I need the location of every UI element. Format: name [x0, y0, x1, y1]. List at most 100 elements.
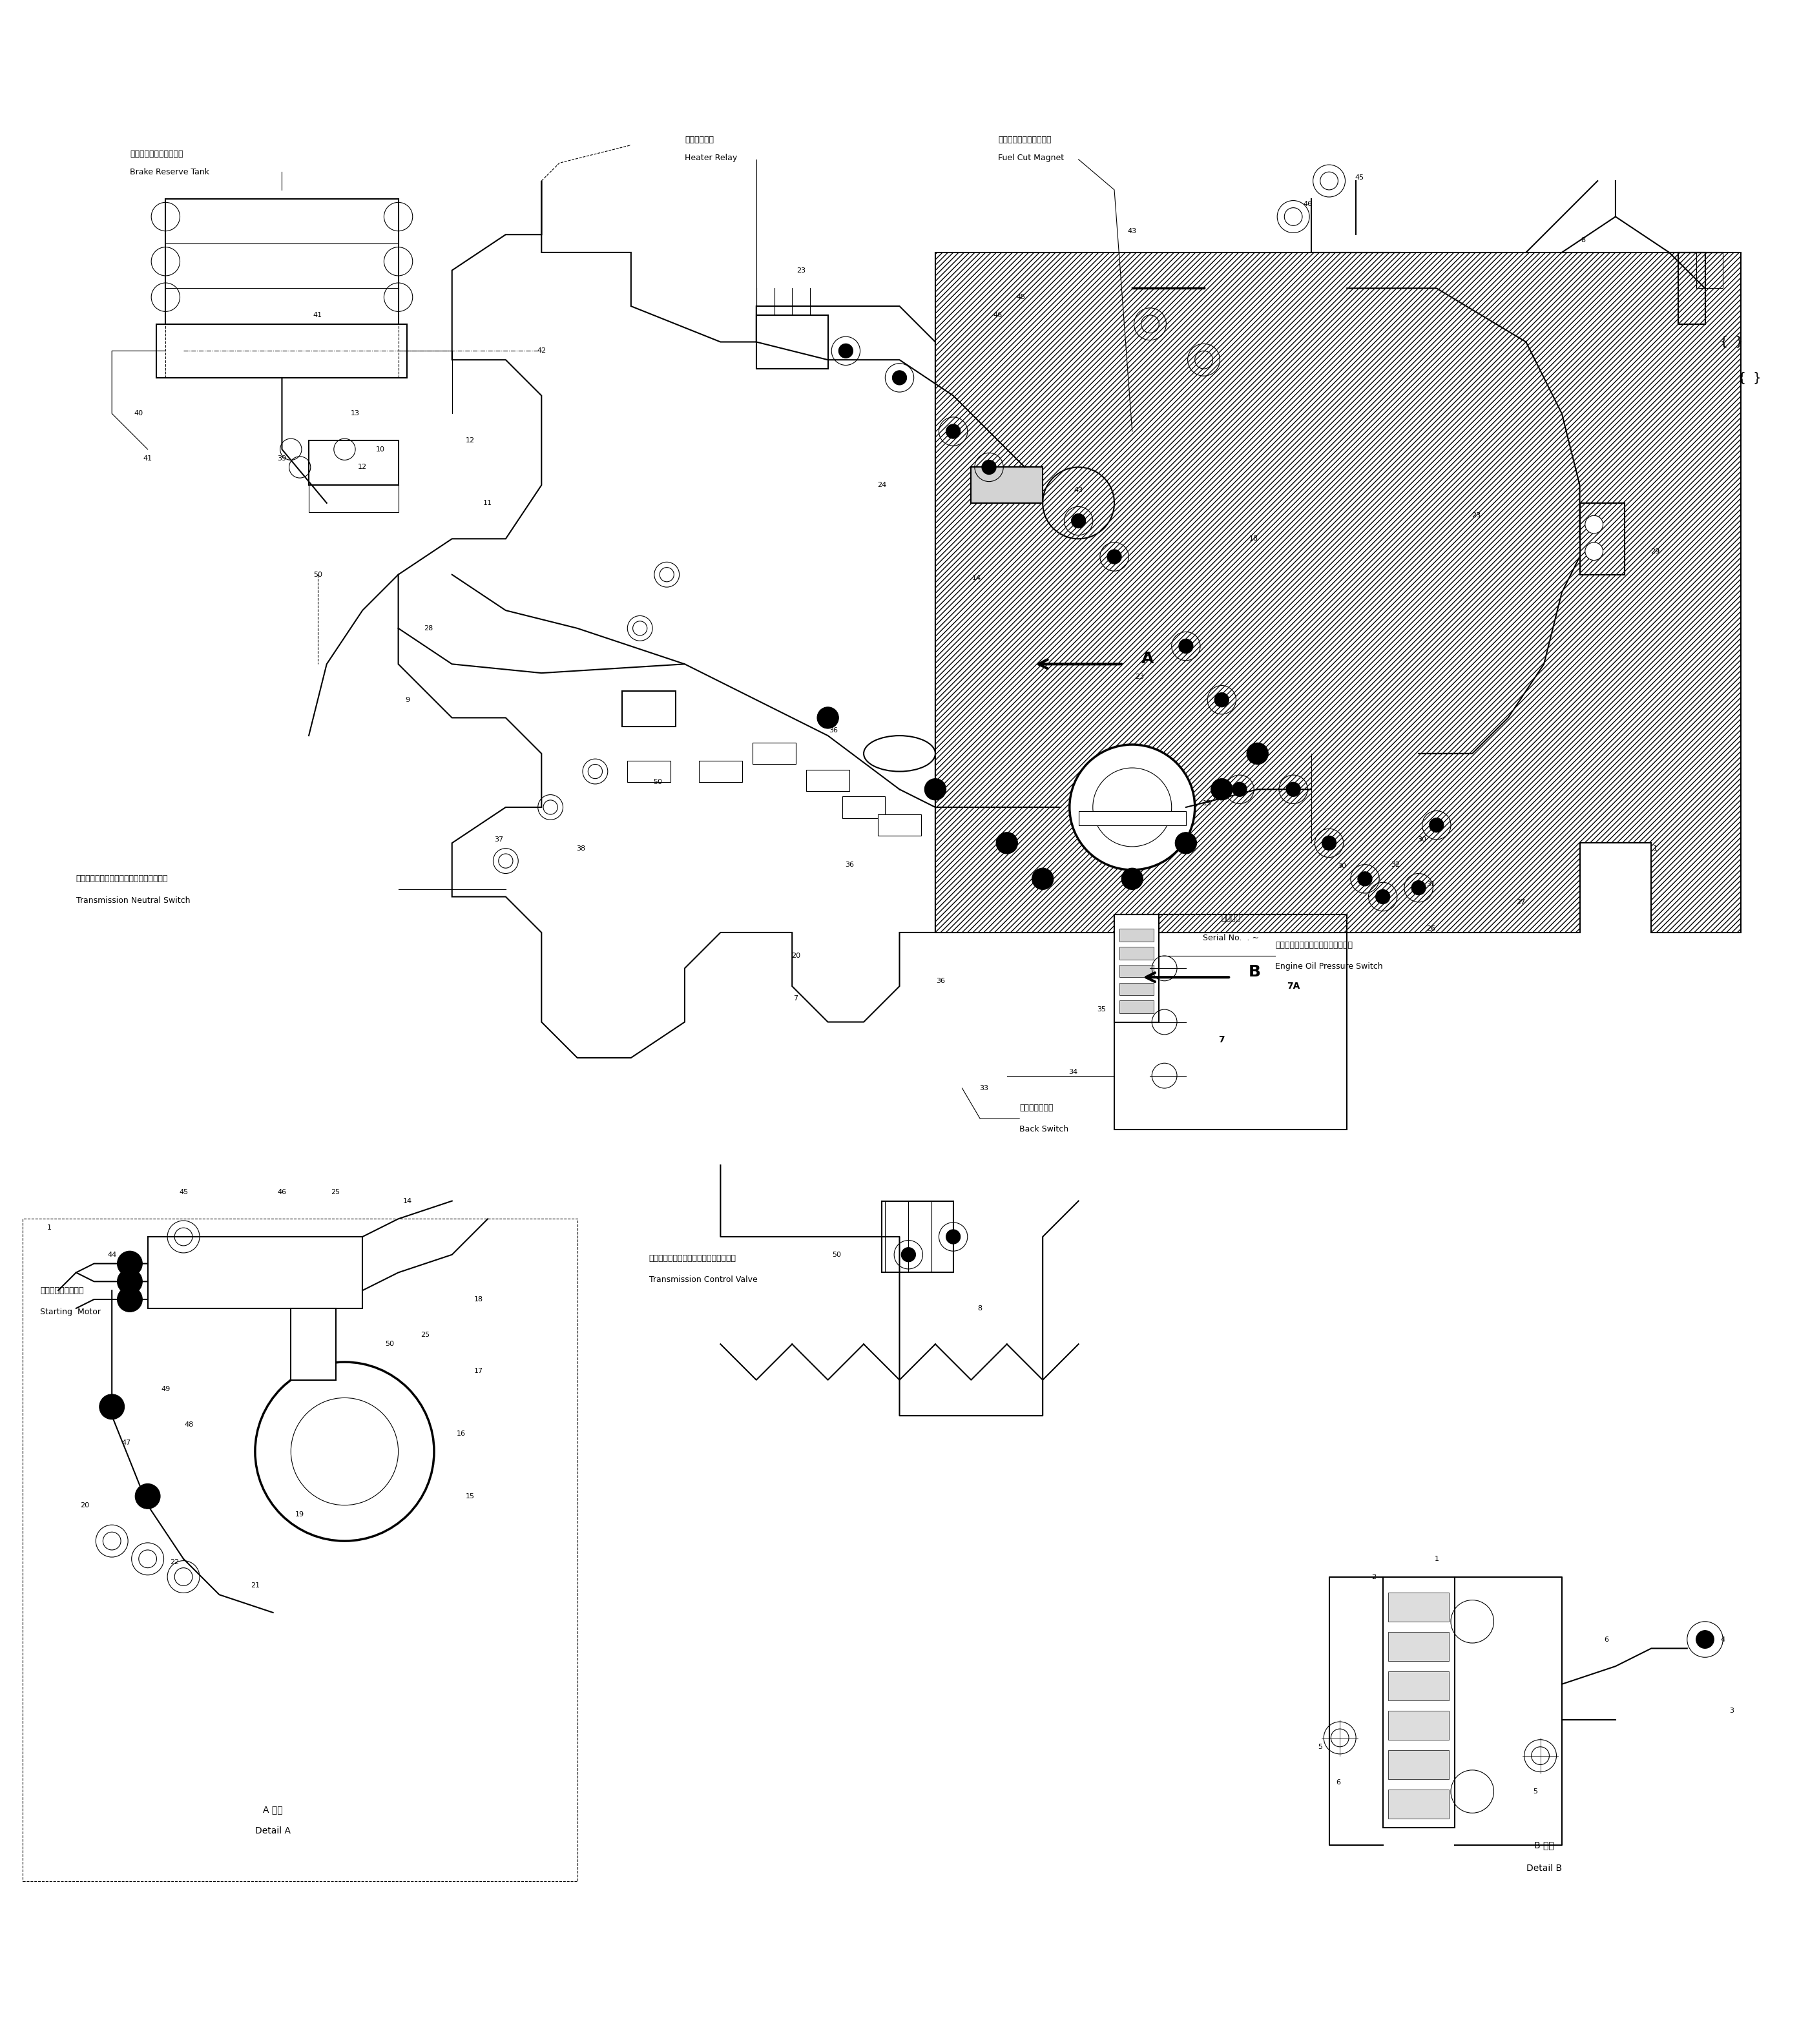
Text: 7A: 7A	[1286, 981, 1301, 991]
Text: 22: 22	[169, 1560, 180, 1566]
Bar	[309, 484, 398, 511]
Text: 9: 9	[405, 697, 410, 703]
Bar	[157, 325, 407, 378]
Text: 6: 6	[1337, 1780, 1340, 1786]
Text: 23: 23	[1472, 513, 1481, 519]
Text: 28: 28	[425, 625, 434, 632]
Text: 25: 25	[331, 1190, 340, 1196]
Bar	[882, 1202, 953, 1273]
Bar	[1119, 983, 1153, 995]
Text: 50: 50	[385, 1341, 394, 1347]
Text: 14: 14	[403, 1198, 412, 1204]
Text: 33: 33	[979, 1085, 988, 1091]
Text: エンジンオイルプレッシャスイッチ: エンジンオイルプレッシャスイッチ	[1275, 940, 1353, 948]
Circle shape	[1696, 1631, 1714, 1647]
Text: 8: 8	[1581, 237, 1585, 243]
Bar	[1119, 1000, 1153, 1014]
Circle shape	[946, 425, 961, 439]
Text: 30: 30	[1418, 836, 1427, 842]
Circle shape	[1376, 889, 1391, 903]
Text: 48: 48	[183, 1421, 194, 1429]
Text: 10: 10	[376, 446, 385, 452]
Text: 39: 39	[277, 456, 286, 462]
Text: Transmission Control Valve: Transmission Control Valve	[649, 1275, 757, 1284]
Text: 38: 38	[576, 844, 585, 852]
Bar	[1696, 253, 1723, 288]
Text: 32: 32	[1391, 861, 1400, 869]
Circle shape	[1358, 871, 1373, 885]
Circle shape	[997, 832, 1018, 854]
Text: B 詳細: B 詳細	[1535, 1842, 1554, 1850]
Circle shape	[1585, 542, 1603, 560]
Polygon shape	[398, 180, 935, 1059]
Ellipse shape	[864, 736, 935, 771]
Text: フエルカットマグネット: フエルカットマグネット	[998, 135, 1051, 143]
Text: 23: 23	[797, 268, 806, 274]
Bar	[1114, 914, 1159, 1022]
Circle shape	[982, 460, 997, 474]
Polygon shape	[148, 1237, 362, 1308]
Circle shape	[1430, 818, 1443, 832]
Circle shape	[892, 370, 907, 384]
Text: 44: 44	[108, 1251, 117, 1257]
Circle shape	[117, 1269, 142, 1294]
Text: Serial No.  . ~: Serial No. . ~	[1202, 934, 1259, 942]
Circle shape	[1322, 836, 1337, 850]
Text: 41: 41	[144, 456, 153, 462]
Text: 7: 7	[793, 995, 799, 1002]
Bar	[622, 691, 676, 728]
Text: 46: 46	[277, 1190, 286, 1196]
Bar	[700, 760, 741, 783]
Bar	[752, 742, 795, 764]
Circle shape	[901, 1247, 916, 1261]
Text: 26: 26	[1427, 926, 1436, 932]
Text: Heater Relay: Heater Relay	[685, 153, 738, 161]
Text: 36: 36	[846, 861, 855, 869]
Bar	[1389, 1750, 1448, 1778]
Text: 16: 16	[457, 1431, 466, 1437]
Bar	[1079, 811, 1186, 826]
Bar	[1383, 1576, 1454, 1827]
Circle shape	[1585, 515, 1603, 533]
Text: A 詳細: A 詳細	[263, 1805, 282, 1813]
Bar	[806, 771, 849, 791]
Bar	[971, 468, 1043, 503]
Circle shape	[135, 1484, 160, 1508]
Text: 1: 1	[47, 1224, 52, 1230]
Text: 18: 18	[1249, 536, 1259, 542]
Text: 47: 47	[122, 1439, 131, 1445]
Text: 11: 11	[484, 501, 493, 507]
Bar	[756, 315, 828, 368]
Text: トランスミッションニュートラルスイッチ: トランスミッションニュートラルスイッチ	[76, 875, 167, 883]
Text: 45: 45	[1016, 294, 1025, 300]
Text: 1: 1	[1434, 1555, 1439, 1562]
Text: { }: { }	[1738, 372, 1761, 384]
Text: 50: 50	[653, 779, 662, 785]
Circle shape	[871, 742, 892, 764]
Circle shape	[291, 1398, 398, 1504]
Circle shape	[925, 779, 946, 799]
Text: トランスミッションコントロールバルブ: トランスミッションコントロールバルブ	[649, 1255, 736, 1263]
Text: 12: 12	[466, 437, 475, 444]
Text: 23: 23	[1135, 672, 1144, 681]
Text: B: B	[1249, 965, 1261, 979]
Circle shape	[1121, 869, 1142, 889]
Bar	[1580, 503, 1624, 574]
Circle shape	[255, 1361, 434, 1541]
Circle shape	[1232, 783, 1247, 797]
Bar	[1389, 1633, 1448, 1662]
Text: 4: 4	[1720, 1635, 1725, 1643]
Text: 適用号機: 適用号機	[1222, 914, 1240, 922]
Text: バックスイッチ: バックスイッチ	[1020, 1104, 1054, 1112]
Text: 30: 30	[1337, 863, 1346, 869]
Circle shape	[838, 343, 853, 358]
Text: 50: 50	[833, 1251, 842, 1257]
Circle shape	[1070, 744, 1195, 871]
Text: 50: 50	[313, 572, 322, 578]
Bar	[1678, 253, 1705, 325]
Text: 45: 45	[178, 1190, 189, 1196]
Text: 37: 37	[495, 836, 504, 842]
Text: 1: 1	[1653, 844, 1657, 852]
Text: 24: 24	[876, 482, 887, 489]
Text: 43: 43	[1128, 227, 1137, 235]
